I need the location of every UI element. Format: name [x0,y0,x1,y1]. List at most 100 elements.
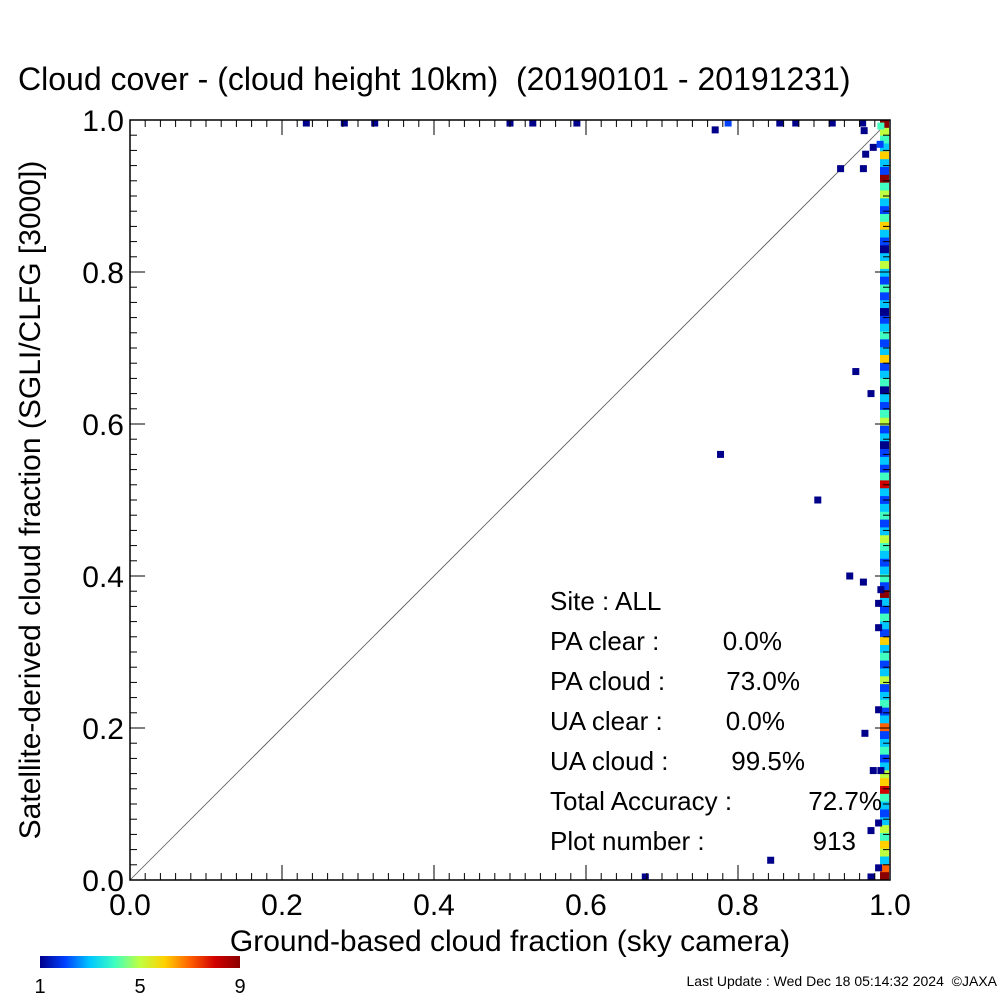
column-cell [880,652,889,661]
stat-value: 72.7% [808,786,882,816]
column-cell [880,182,889,191]
column-cell [880,621,889,630]
column-cell [880,245,889,254]
column-cell [880,167,889,176]
colorbar: 1 5 9 [34,956,246,998]
column-cell [880,143,889,152]
column-cell [880,276,889,285]
column-cell [880,762,889,771]
scatter-point [859,165,867,173]
column-cell [880,629,889,638]
column-cell [880,339,889,348]
y-tick-label: 0.6 [82,409,124,442]
column-cell [880,637,889,646]
scatter-point [861,729,869,737]
column-cell [880,120,889,129]
scatter-point [877,122,885,130]
column-cell [880,809,889,818]
scatter-point [877,767,885,775]
column-cell [880,684,889,693]
column-cell [880,746,889,755]
scatter-point [717,450,725,458]
column-cell [880,394,889,403]
column-cell [880,550,889,560]
x-tick-label: 0.2 [261,889,303,922]
column-cell [880,370,889,379]
y-tick-label: 0.2 [82,713,124,746]
scatter-point [846,572,854,580]
scatter-point [828,119,836,127]
stat-label: Total Accuracy : [550,786,732,816]
scatter-point [875,599,883,607]
colorbar-ticks: 1 5 9 [34,976,245,998]
colorbar-tick-label: 1 [34,976,45,998]
column-cell [880,872,889,881]
column-cell [880,190,889,199]
column-cell [880,605,889,614]
scatter-point [573,119,581,127]
stat-label: PA cloud : [550,666,665,696]
scatter-point [875,706,883,714]
column-cell [880,793,889,802]
column-cell [880,433,889,442]
scatter-point [867,873,875,881]
scatter-point [862,150,870,158]
column-cell [880,198,889,207]
colorbar-tick-label: 9 [234,976,245,998]
stat-value: 0.0% [723,626,782,656]
column-cell [880,386,889,395]
column-cell [880,770,889,779]
column-cell [880,511,889,520]
y-tick-label: 1.0 [82,105,124,138]
scatter-point [869,143,877,151]
column-cell [880,801,889,810]
y-tick-label: 0.0 [82,865,124,898]
column-cell [880,127,889,136]
column-cell [880,456,889,466]
stat-value: 913 [813,826,856,856]
x-tick-label: 0.0 [109,889,151,922]
colorbar-gradient [40,956,240,968]
scatter-point [860,127,868,135]
column-cell [880,441,889,450]
last-update-footer: Last Update : Wed Dec 18 05:14:32 2024 ©… [687,973,998,989]
column-cell [880,449,889,458]
column-cell [880,300,889,309]
stat-value: 99.5% [731,746,805,776]
scatter-point [302,119,310,127]
column-cell [880,417,889,426]
column-cell [880,597,889,607]
scatter-point [371,119,379,127]
y-tick-label: 0.4 [82,561,124,594]
scatter-point [711,126,719,134]
column-cell [880,613,889,622]
column-cell [880,825,889,834]
column-cell [880,347,889,356]
column-cell [880,292,889,301]
scatter-point [867,827,875,835]
scatter-point [859,119,867,127]
column-cell [880,519,889,528]
scatter-points [302,119,885,881]
scatter-point [852,368,860,376]
column-cell [880,817,889,826]
scatter-point [877,586,885,594]
scatter-point [529,119,537,127]
x-axis-label: Ground-based cloud fraction (sky camera) [230,925,790,958]
column-cell [880,323,889,332]
stat-label: Plot number : [550,826,705,856]
column-cell [880,284,889,293]
scatter-point [875,819,883,827]
column-cell [880,699,889,708]
column-cell [880,723,889,732]
scatter-point [776,119,784,127]
column-cell [880,159,889,168]
scatter-point [340,119,348,127]
scatter-point [641,873,649,881]
column-cell [880,229,889,238]
column-cell [880,731,889,740]
column-cell [880,840,889,849]
column-cell [880,151,889,160]
column-cell [880,402,889,411]
